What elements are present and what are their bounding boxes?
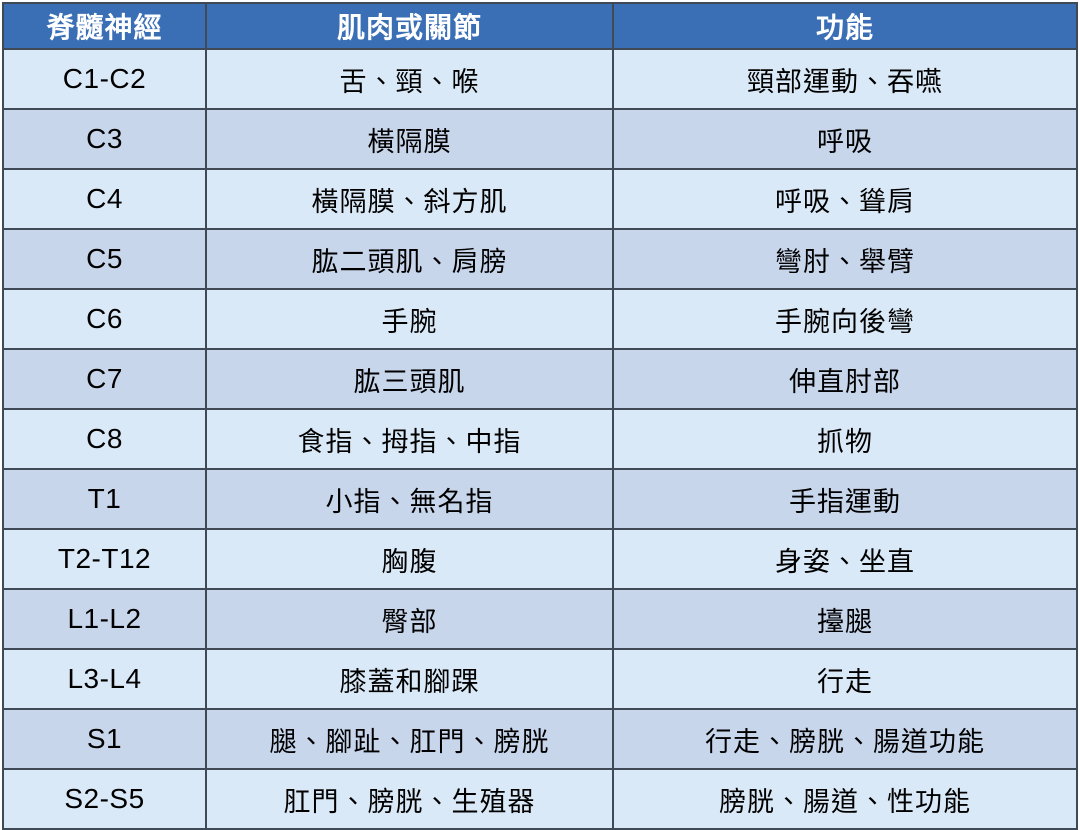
cell-function: 手腕向後彎 xyxy=(612,288,1078,350)
cell-nerve-level: C5 xyxy=(2,228,207,290)
table-row: C7 肱三頭肌 伸直肘部 xyxy=(2,348,1078,410)
header-spinal-nerve: 脊髓神經 xyxy=(2,2,207,50)
table-row: C1-C2 舌、頸、喉 頸部運動、吞嚥 xyxy=(2,48,1078,110)
cell-muscle-or-joint: 肱三頭肌 xyxy=(205,348,614,410)
cell-nerve-level: C3 xyxy=(2,108,207,170)
table-body: C1-C2 舌、頸、喉 頸部運動、吞嚥 C3 橫隔膜 呼吸 C4 橫隔膜、斜方肌… xyxy=(2,48,1078,830)
table-row: C6 手腕 手腕向後彎 xyxy=(2,288,1078,350)
table-row: C3 橫隔膜 呼吸 xyxy=(2,108,1078,170)
cell-muscle-or-joint: 舌、頸、喉 xyxy=(205,48,614,110)
cell-muscle-or-joint: 小指、無名指 xyxy=(205,468,614,530)
cell-nerve-level: L3-L4 xyxy=(2,648,207,710)
cell-nerve-level: C4 xyxy=(2,168,207,230)
cell-function: 彎肘、舉臂 xyxy=(612,228,1078,290)
table-header: 脊髓神經 肌肉或關節 功能 xyxy=(2,2,1078,50)
cell-muscle-or-joint: 橫隔膜、斜方肌 xyxy=(205,168,614,230)
cell-function: 手指運動 xyxy=(612,468,1078,530)
table-row: L1-L2 臀部 擡腿 xyxy=(2,588,1078,650)
cell-nerve-level: C7 xyxy=(2,348,207,410)
cell-muscle-or-joint: 手腕 xyxy=(205,288,614,350)
table-row: L3-L4 膝蓋和腳踝 行走 xyxy=(2,648,1078,710)
cell-nerve-level: C1-C2 xyxy=(2,48,207,110)
cell-muscle-or-joint: 臀部 xyxy=(205,588,614,650)
cell-nerve-level: T2-T12 xyxy=(2,528,207,590)
table-row: T2-T12 胸腹 身姿、坐直 xyxy=(2,528,1078,590)
cell-function: 擡腿 xyxy=(612,588,1078,650)
cell-nerve-level: S2-S5 xyxy=(2,768,207,830)
cell-function: 行走、膀胱、腸道功能 xyxy=(612,708,1078,770)
header-muscle-or-joint: 肌肉或關節 xyxy=(205,2,614,50)
cell-function: 抓物 xyxy=(612,408,1078,470)
cell-nerve-level: C8 xyxy=(2,408,207,470)
cell-function: 身姿、坐直 xyxy=(612,528,1078,590)
table-row: C4 橫隔膜、斜方肌 呼吸、聳肩 xyxy=(2,168,1078,230)
cell-function: 伸直肘部 xyxy=(612,348,1078,410)
cell-muscle-or-joint: 食指、拇指、中指 xyxy=(205,408,614,470)
cell-function: 行走 xyxy=(612,648,1078,710)
header-function: 功能 xyxy=(612,2,1078,50)
header-row: 脊髓神經 肌肉或關節 功能 xyxy=(2,2,1078,50)
cell-nerve-level: T1 xyxy=(2,468,207,530)
cell-nerve-level: C6 xyxy=(2,288,207,350)
cell-function: 頸部運動、吞嚥 xyxy=(612,48,1078,110)
table-row: T1 小指、無名指 手指運動 xyxy=(2,468,1078,530)
cell-function: 呼吸 xyxy=(612,108,1078,170)
table-row: S2-S5 肛門、膀胱、生殖器 膀胱、腸道、性功能 xyxy=(2,768,1078,830)
cell-muscle-or-joint: 肱二頭肌、肩膀 xyxy=(205,228,614,290)
cell-nerve-level: L1-L2 xyxy=(2,588,207,650)
table-row: C5 肱二頭肌、肩膀 彎肘、舉臂 xyxy=(2,228,1078,290)
cell-muscle-or-joint: 肛門、膀胱、生殖器 xyxy=(205,768,614,830)
cell-nerve-level: S1 xyxy=(2,708,207,770)
cell-muscle-or-joint: 膝蓋和腳踝 xyxy=(205,648,614,710)
cell-muscle-or-joint: 橫隔膜 xyxy=(205,108,614,170)
table-row: C8 食指、拇指、中指 抓物 xyxy=(2,408,1078,470)
cell-muscle-or-joint: 腿、腳趾、肛門、膀胱 xyxy=(205,708,614,770)
cell-function: 膀胱、腸道、性功能 xyxy=(612,768,1078,830)
cell-function: 呼吸、聳肩 xyxy=(612,168,1078,230)
table-row: S1 腿、腳趾、肛門、膀胱 行走、膀胱、腸道功能 xyxy=(2,708,1078,770)
cell-muscle-or-joint: 胸腹 xyxy=(205,528,614,590)
